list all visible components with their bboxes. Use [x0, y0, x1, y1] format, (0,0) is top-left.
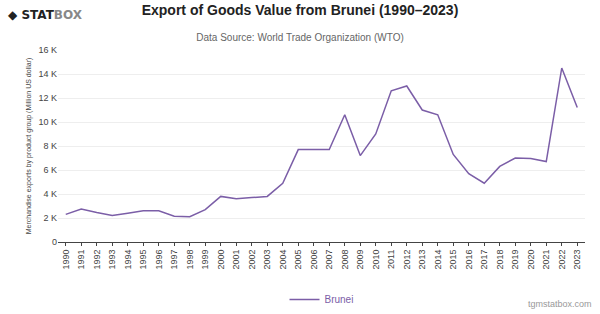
svg-text:◆ STATBOX: ◆ STATBOX — [8, 8, 83, 22]
svg-text:1994: 1994 — [123, 250, 133, 270]
svg-text:0: 0 — [52, 237, 57, 247]
svg-text:2007: 2007 — [324, 250, 334, 270]
svg-text:4 K: 4 K — [43, 189, 57, 199]
svg-text:2008: 2008 — [340, 250, 350, 270]
svg-text:2009: 2009 — [355, 250, 365, 270]
svg-text:1990: 1990 — [61, 250, 71, 270]
svg-text:1997: 1997 — [169, 250, 179, 270]
svg-text:2018: 2018 — [495, 250, 505, 270]
svg-text:Export of Goods Value from Bru: Export of Goods Value from Brunei (1990–… — [142, 2, 459, 18]
svg-text:10 K: 10 K — [38, 117, 57, 127]
svg-text:2004: 2004 — [278, 250, 288, 270]
svg-text:2017: 2017 — [479, 250, 489, 270]
svg-text:Brunei: Brunei — [325, 294, 354, 305]
svg-text:2000: 2000 — [216, 250, 226, 270]
svg-text:12 K: 12 K — [38, 93, 57, 103]
svg-text:1995: 1995 — [138, 250, 148, 270]
svg-text:2003: 2003 — [262, 250, 272, 270]
svg-text:1999: 1999 — [200, 250, 210, 270]
svg-text:2001: 2001 — [231, 250, 241, 270]
svg-text:2012: 2012 — [402, 250, 412, 270]
svg-text:2021: 2021 — [541, 250, 551, 270]
svg-text:2011: 2011 — [386, 250, 396, 269]
svg-text:2014: 2014 — [433, 250, 443, 270]
svg-text:2023: 2023 — [572, 250, 582, 270]
svg-text:Merchandise exports by product: Merchandise exports by product group (Mi… — [25, 58, 33, 235]
svg-text:1998: 1998 — [185, 250, 195, 270]
svg-text:2022: 2022 — [557, 250, 567, 270]
svg-text:16 K: 16 K — [38, 45, 57, 55]
svg-text:14 K: 14 K — [38, 69, 57, 79]
svg-text:2016: 2016 — [464, 250, 474, 270]
svg-text:2010: 2010 — [371, 250, 381, 270]
svg-text:2 K: 2 K — [43, 213, 57, 223]
svg-text:1996: 1996 — [154, 250, 164, 270]
svg-text:1992: 1992 — [92, 250, 102, 270]
svg-text:2020: 2020 — [526, 250, 536, 270]
svg-text:2002: 2002 — [247, 250, 257, 270]
svg-text:2015: 2015 — [448, 250, 458, 270]
svg-text:2013: 2013 — [417, 250, 427, 270]
svg-text:Data Source: World Trade Organ: Data Source: World Trade Organization (W… — [196, 32, 404, 43]
svg-text:2006: 2006 — [309, 250, 319, 270]
svg-text:1993: 1993 — [107, 250, 117, 270]
svg-text:2019: 2019 — [510, 250, 520, 270]
svg-text:1991: 1991 — [76, 250, 86, 270]
svg-text:2005: 2005 — [293, 250, 303, 270]
svg-text:8 K: 8 K — [43, 141, 57, 151]
svg-text:tgmstatbox.com: tgmstatbox.com — [528, 299, 592, 309]
svg-text:6 K: 6 K — [43, 165, 57, 175]
